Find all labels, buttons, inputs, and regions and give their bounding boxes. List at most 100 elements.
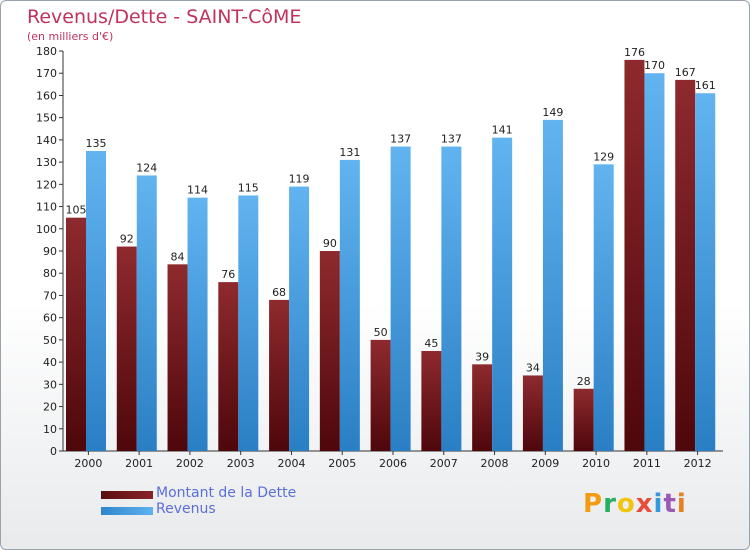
x-tick-label: 2010 xyxy=(582,457,610,470)
data-label: 92 xyxy=(120,233,134,246)
data-label: 119 xyxy=(289,173,310,186)
data-label: 176 xyxy=(624,46,645,59)
legend-swatch-revenus xyxy=(101,507,153,515)
bar-dette xyxy=(573,388,594,451)
data-label: 90 xyxy=(323,237,337,250)
bar-revenus xyxy=(695,93,716,451)
bar-dette xyxy=(319,251,340,451)
bar-dette xyxy=(624,59,645,452)
bar-dette xyxy=(370,339,391,451)
logo-letter: r xyxy=(603,489,617,519)
data-label: 131 xyxy=(339,146,360,159)
bar-dette xyxy=(269,299,290,451)
bar-dette xyxy=(218,282,239,451)
bar-dette xyxy=(472,364,493,451)
data-label: 84 xyxy=(171,250,185,263)
y-tick-label: 70 xyxy=(43,289,57,302)
logo-letter: P xyxy=(583,489,604,519)
bar-dette xyxy=(421,351,442,451)
data-label: 141 xyxy=(492,124,513,137)
x-tick-label: 2000 xyxy=(74,457,102,470)
y-tick-label: 60 xyxy=(43,312,57,325)
x-tick-label: 2011 xyxy=(633,457,661,470)
y-tick-label: 30 xyxy=(43,378,57,391)
x-tick-label: 2001 xyxy=(125,457,153,470)
bar-dette xyxy=(675,79,696,451)
data-label: 45 xyxy=(424,337,438,350)
bar-revenus xyxy=(542,119,563,451)
chart-subtitle: (en milliers d'€) xyxy=(27,30,114,43)
data-label: 137 xyxy=(441,133,462,146)
y-tick-label: 40 xyxy=(43,356,57,369)
proxiti-logo: Proxiti xyxy=(583,489,687,519)
logo-letter: t xyxy=(663,489,677,519)
data-label: 167 xyxy=(675,66,696,79)
bar-revenus xyxy=(644,73,665,451)
data-label: 50 xyxy=(374,326,388,339)
data-label: 161 xyxy=(695,79,716,92)
y-tick-label: 140 xyxy=(36,134,57,147)
y-tick-label: 180 xyxy=(36,45,57,58)
y-tick-label: 20 xyxy=(43,401,57,414)
data-label: 34 xyxy=(526,361,540,374)
data-label: 114 xyxy=(187,184,208,197)
x-tick-label: 2004 xyxy=(277,457,305,470)
logo-letter: i xyxy=(653,489,664,519)
bar-dette xyxy=(522,375,543,451)
data-label: 115 xyxy=(238,181,259,194)
y-tick-label: 150 xyxy=(36,112,57,125)
y-tick-label: 110 xyxy=(36,201,57,214)
y-tick-label: 120 xyxy=(36,178,57,191)
legend-label-dette: Montant de la Dette xyxy=(156,485,297,501)
legend-label-revenus: Revenus xyxy=(156,501,216,517)
y-tick-label: 130 xyxy=(36,156,57,169)
x-tick-label: 2007 xyxy=(430,457,458,470)
y-tick-label: 100 xyxy=(36,223,57,236)
data-label: 124 xyxy=(136,161,157,174)
y-tick-label: 50 xyxy=(43,334,57,347)
x-tick-label: 2012 xyxy=(684,457,712,470)
bar-revenus xyxy=(339,159,360,451)
data-label: 76 xyxy=(221,268,235,281)
logo-letter: i xyxy=(676,489,687,519)
y-tick-label: 10 xyxy=(43,423,57,436)
bar-revenus xyxy=(238,195,259,451)
y-tick-label: 0 xyxy=(50,445,57,458)
legend-swatch-dette xyxy=(101,491,153,499)
logo-letter: x xyxy=(635,489,654,519)
data-label: 137 xyxy=(390,133,411,146)
y-tick-label: 90 xyxy=(43,245,57,258)
data-label: 28 xyxy=(577,375,591,388)
x-tick-label: 2005 xyxy=(328,457,356,470)
bar-revenus xyxy=(492,137,513,451)
bar-revenus xyxy=(86,151,106,451)
bar-dette xyxy=(116,246,137,451)
bar-revenus xyxy=(289,186,310,452)
bar-dette xyxy=(66,217,86,451)
y-tick-label: 170 xyxy=(36,67,57,80)
logo-letter: o xyxy=(616,489,636,519)
x-tick-label: 2008 xyxy=(481,457,509,470)
bar-revenus xyxy=(390,146,411,452)
bar-revenus xyxy=(187,197,208,451)
x-tick-label: 2003 xyxy=(227,457,255,470)
data-label: 105 xyxy=(66,204,87,217)
bar-revenus xyxy=(441,146,462,452)
x-tick-label: 2002 xyxy=(176,457,204,470)
x-tick-label: 2009 xyxy=(531,457,559,470)
bar-revenus xyxy=(136,175,157,451)
data-label: 170 xyxy=(644,59,665,72)
data-label: 129 xyxy=(593,150,614,163)
bar-dette xyxy=(167,264,188,451)
y-tick-label: 160 xyxy=(36,89,57,102)
data-label: 135 xyxy=(86,137,107,150)
y-tick-label: 80 xyxy=(43,267,57,280)
data-label: 149 xyxy=(542,106,563,119)
bar-revenus xyxy=(593,164,614,452)
data-label: 68 xyxy=(272,286,286,299)
data-label: 39 xyxy=(475,350,489,363)
chart-title: Revenus/Dette - SAINT-CôME xyxy=(27,6,302,28)
x-tick-label: 2006 xyxy=(379,457,407,470)
